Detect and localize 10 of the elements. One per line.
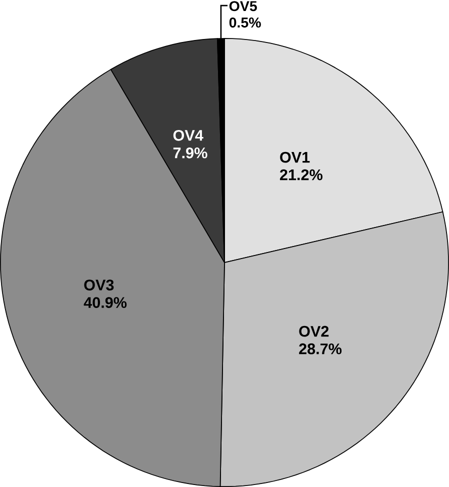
data-label: 28.7% [299, 343, 342, 354]
data-label: 7.9% [173, 147, 208, 158]
slice-label: OV3 [84, 280, 114, 290]
slice-label: OV2 [299, 326, 329, 337]
slice-label: OV4 [173, 130, 204, 141]
slice-label: OV5 [229, 1, 257, 12]
data-label: 0.5% [229, 18, 261, 28]
data-label: 21.2% [280, 169, 322, 180]
data-label: 40.9% [84, 297, 127, 308]
slice-label: OV1 [280, 152, 310, 163]
